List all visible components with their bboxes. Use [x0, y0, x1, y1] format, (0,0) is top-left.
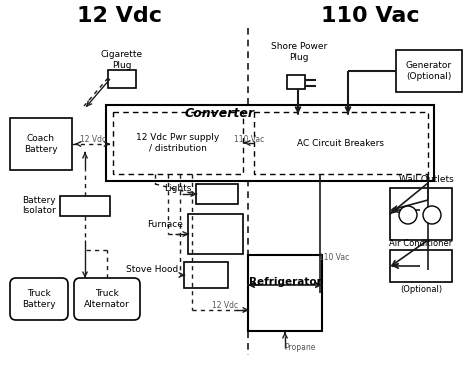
Bar	[390, 250, 452, 282]
Text: Converter: Converter	[185, 107, 255, 120]
Bar	[106, 105, 434, 181]
Circle shape	[423, 206, 441, 224]
Bar	[287, 75, 305, 89]
Text: 12 Vdc: 12 Vdc	[212, 301, 238, 311]
Bar	[113, 112, 243, 174]
Text: 12 Vdc Pwr supply
/ distribution: 12 Vdc Pwr supply / distribution	[137, 133, 219, 153]
Text: 110 Vac: 110 Vac	[234, 134, 264, 144]
Text: Furnace: Furnace	[147, 220, 183, 229]
Bar	[188, 214, 243, 254]
FancyBboxPatch shape	[74, 278, 140, 320]
Text: Stove Hood: Stove Hood	[126, 265, 178, 274]
Bar	[60, 196, 110, 216]
Circle shape	[399, 206, 417, 224]
Text: Truck
Battery: Truck Battery	[22, 289, 56, 309]
Text: 12 Vdc: 12 Vdc	[78, 6, 163, 26]
Text: 110 Vac: 110 Vac	[321, 6, 419, 26]
Text: Coach
Battery: Coach Battery	[24, 134, 58, 154]
Bar	[248, 255, 322, 331]
Bar	[396, 50, 462, 92]
Text: Truck
Alternator: Truck Alternator	[84, 289, 130, 309]
Text: Air Conditioner: Air Conditioner	[389, 239, 453, 248]
Text: Wall Outlets: Wall Outlets	[399, 175, 453, 184]
Text: 110 Vac: 110 Vac	[319, 254, 349, 262]
Text: 12 Vdc: 12 Vdc	[80, 135, 106, 145]
Text: Battery
Isolator: Battery Isolator	[22, 196, 56, 215]
Bar	[108, 70, 136, 88]
Bar	[10, 118, 72, 170]
Text: Propane: Propane	[284, 343, 316, 353]
Text: AC Circuit Breakers: AC Circuit Breakers	[298, 138, 384, 148]
Text: Refrigerator: Refrigerator	[249, 277, 321, 287]
Text: Generator
(Optional): Generator (Optional)	[406, 61, 452, 81]
Text: Cigarette
Plug: Cigarette Plug	[101, 50, 143, 70]
Bar	[196, 184, 238, 204]
FancyBboxPatch shape	[10, 278, 68, 320]
Bar	[254, 112, 428, 174]
Bar	[390, 188, 452, 240]
Text: (Optional): (Optional)	[400, 285, 442, 294]
Text: Lights: Lights	[164, 184, 192, 193]
Text: Shore Power
Plug: Shore Power Plug	[271, 42, 327, 62]
Bar	[184, 262, 228, 288]
